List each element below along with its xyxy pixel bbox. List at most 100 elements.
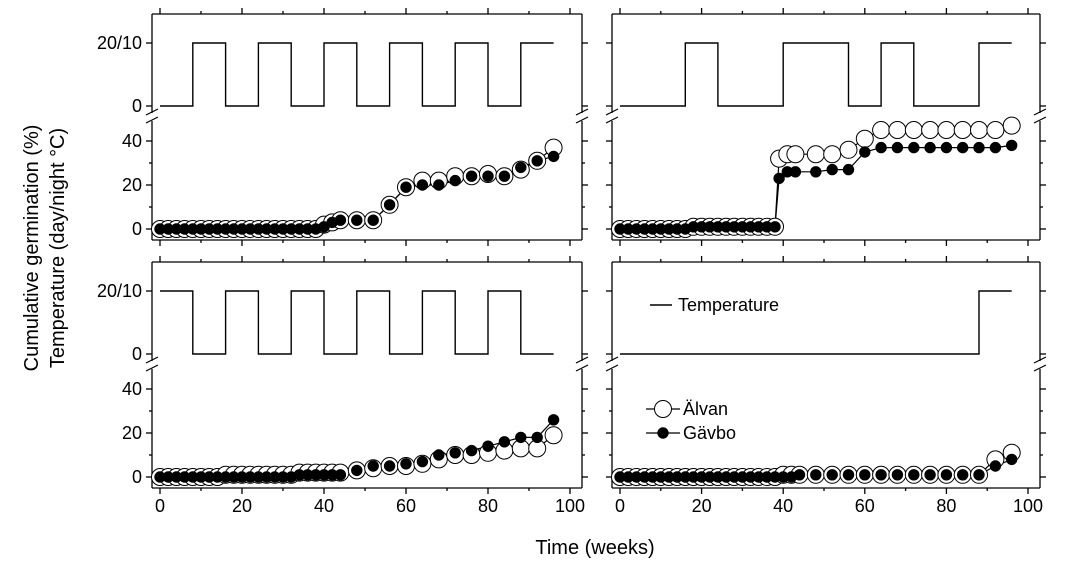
point-gavbo <box>957 141 969 154</box>
panel-bottom-right: 0 20 40 60 80 100 Temperature Älvan Gävbo <box>605 256 1047 516</box>
point-gavbo <box>383 460 396 472</box>
axis-break-mark <box>1033 364 1047 372</box>
point-gavbo <box>547 414 560 426</box>
legend-gavbo-marker <box>657 427 669 439</box>
point-gavbo <box>498 170 511 182</box>
y-axis-title-line2: Temperature (day/night °C) <box>47 128 69 368</box>
germ-tick-label: 0 <box>132 219 142 239</box>
axis-break-mark <box>575 108 589 116</box>
point-gavbo <box>957 469 969 481</box>
temp-tick-label: 20/10 <box>97 33 142 53</box>
axis-break-mark <box>575 364 589 372</box>
point-gavbo <box>908 469 920 481</box>
axis-break-mark <box>145 356 159 364</box>
point-gavbo <box>334 214 347 226</box>
point-alvan <box>970 121 988 139</box>
point-gavbo <box>449 174 461 187</box>
point-gavbo <box>1006 139 1018 152</box>
point-gavbo <box>482 170 494 182</box>
point-gavbo <box>531 431 543 444</box>
point-alvan <box>953 121 972 139</box>
point-gavbo <box>351 214 363 226</box>
x-tick-label: 20 <box>232 496 252 516</box>
point-alvan <box>823 145 842 164</box>
point-gavbo <box>973 141 985 154</box>
point-gavbo <box>940 469 953 481</box>
point-alvan <box>544 426 563 445</box>
legend-temperature-label: Temperature <box>678 295 779 315</box>
axis-break-mark <box>605 364 619 372</box>
point-gavbo <box>826 163 838 176</box>
point-gavbo <box>891 141 904 154</box>
germ-tick-label: 20 <box>122 423 142 443</box>
point-gavbo <box>859 146 871 158</box>
panel-bottom-left: 0 20/10 0 20 40 0 20 40 60 80 100 <box>97 256 589 516</box>
axis-break-mark <box>605 356 619 364</box>
temp-tick-label: 0 <box>132 344 142 364</box>
point-gavbo <box>924 469 936 481</box>
temp-tick-label: 0 <box>132 96 142 116</box>
point-alvan <box>806 145 825 164</box>
point-gavbo <box>515 161 527 174</box>
point-gavbo <box>875 469 887 481</box>
x-axis-title: Time (weeks) <box>535 537 654 559</box>
point-alvan <box>839 140 858 159</box>
point-alvan <box>1002 116 1021 135</box>
point-gavbo <box>789 166 802 178</box>
point-gavbo <box>842 163 855 176</box>
legend-alvan-label: Älvan <box>683 399 728 419</box>
temperature-line <box>160 42 554 107</box>
point-alvan <box>855 129 874 148</box>
point-gavbo <box>810 469 822 481</box>
legend-alvan-marker <box>654 400 672 418</box>
point-gavbo <box>908 141 920 154</box>
point-gavbo <box>859 469 871 481</box>
x-tick-label: 40 <box>314 496 334 516</box>
point-gavbo <box>1006 453 1018 466</box>
temperature-line <box>620 42 1012 107</box>
axis-break-mark <box>145 364 159 372</box>
point-gavbo <box>875 141 887 154</box>
point-gavbo <box>449 447 461 459</box>
point-gavbo <box>433 449 445 461</box>
point-gavbo <box>482 440 494 452</box>
x-tick-label: 80 <box>936 496 956 516</box>
panel-top-right <box>605 8 1047 246</box>
point-gavbo <box>400 458 412 470</box>
point-gavbo <box>351 464 363 477</box>
point-gavbo <box>433 179 445 191</box>
point-gavbo <box>810 166 822 178</box>
temp-tick-label: 20/10 <box>97 281 142 301</box>
point-gavbo <box>531 155 543 167</box>
axis-break-mark <box>1033 356 1047 364</box>
point-alvan <box>904 121 923 139</box>
germ-tick-label: 0 <box>132 467 142 487</box>
point-gavbo <box>989 460 1002 472</box>
point-alvan <box>921 121 940 139</box>
x-tick-label: 40 <box>773 496 793 516</box>
point-gavbo <box>400 181 412 193</box>
germ-tick-label: 40 <box>122 131 142 151</box>
point-gavbo <box>498 436 511 448</box>
axis-break-mark <box>575 356 589 364</box>
point-gavbo <box>465 444 478 457</box>
point-gavbo <box>940 141 953 154</box>
point-alvan <box>888 121 907 139</box>
point-alvan <box>872 121 891 139</box>
axis-break-mark <box>605 116 619 124</box>
axis-break-mark <box>1033 108 1047 116</box>
x-tick-label: 80 <box>478 496 498 516</box>
panel-top-left: 0 20/10 0 20 40 <box>97 8 589 246</box>
point-gavbo <box>367 460 379 472</box>
point-alvan <box>786 145 805 164</box>
y-axis-title-line1: Cumulative germination (%) <box>21 125 43 372</box>
legend-gavbo-label: Gävbo <box>683 423 736 443</box>
axis-break-mark <box>605 108 619 116</box>
panels-group: 0 20/10 0 20 40 0 20/10 0 20 40 0 20 40 60 80 100 0 20 40 6… <box>97 8 1047 516</box>
point-gavbo <box>367 214 379 226</box>
axis-break-mark <box>145 116 159 124</box>
point-gavbo <box>973 469 985 481</box>
point-alvan <box>937 121 956 139</box>
x-tick-label: 20 <box>692 496 712 516</box>
